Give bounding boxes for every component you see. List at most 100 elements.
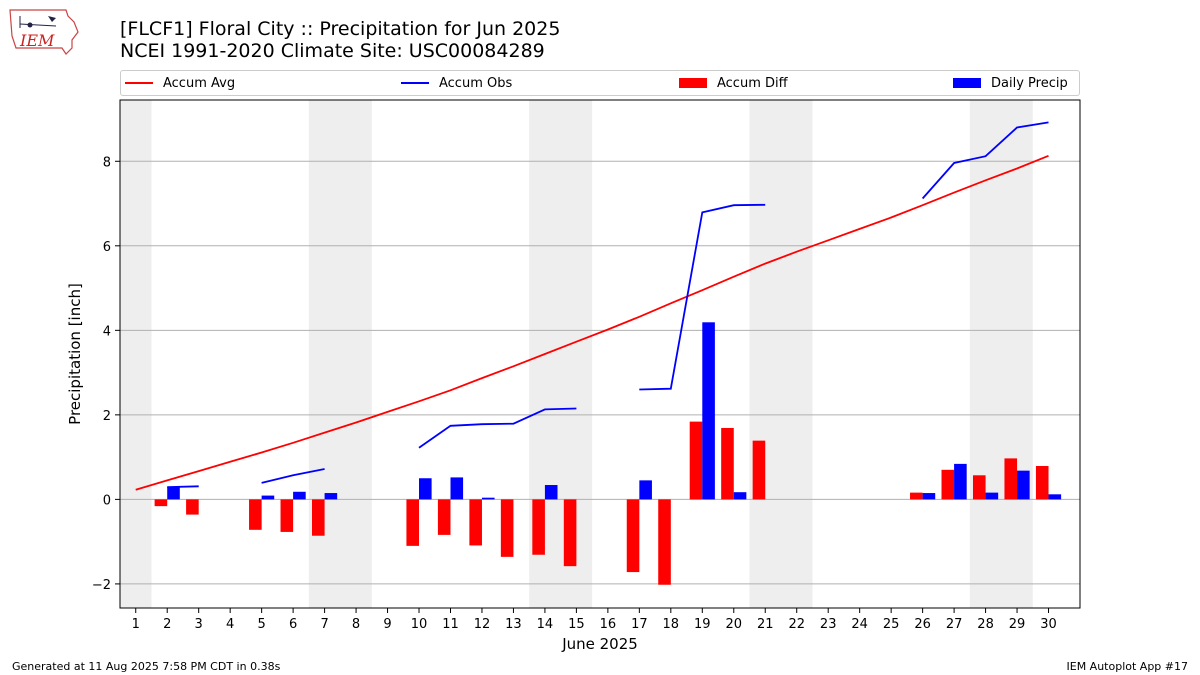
legend-label-accum-diff: Accum Diff [717,75,788,91]
legend-label-daily-precip: Daily Precip [991,75,1068,91]
daily-precip-bar-27 [954,463,967,500]
accum-diff-bar-3 [186,499,199,515]
accum-diff-bar-27 [941,469,955,500]
legend-item-accum-avg: Accum Avg [125,71,235,95]
y-tick-label--2: −2 [92,578,111,593]
x-axis-ticks: 1 2 3 4 5 6 7 8 9 10 11 12 13 14 15 16 17 18 19 20 21 22 23 24 2… [132,608,1057,632]
y-tick-label-8: 8 [103,155,111,170]
x-tick-label-5: 5 [257,617,265,632]
accum-diff-bar-14 [532,499,545,555]
x-tick-label-30: 30 [1040,617,1057,632]
x-tick-label-15: 15 [568,617,585,632]
y-axis-ticks: −2 0 2 4 6 8 [92,155,120,593]
chart-subtitle: NCEI 1991-2020 Climate Site: USC00084289 [120,40,545,62]
accum-diff-bar-12 [469,499,482,546]
x-tick-label-20: 20 [725,617,742,632]
plot-frame [119,99,1081,609]
legend-swatch-accum-avg [125,82,153,84]
accum-diff-bar-5 [249,499,262,530]
x-tick-label-8: 8 [352,617,360,632]
x-tick-label-22: 22 [788,617,805,632]
daily-precip-bar-6 [293,491,306,500]
accum-diff-bar-19 [689,421,703,500]
x-tick-label-21: 21 [757,617,774,632]
weekend-shade-28 [969,100,1033,608]
x-tick-label-12: 12 [474,617,491,632]
y-tick-label-4: 4 [103,324,111,339]
accum-diff-bar-18 [658,499,671,585]
accum-diff-bar-28 [972,475,986,500]
y-gridlines [120,160,1080,585]
daily-precip-bar-17 [639,480,652,500]
daily-precip-bar-10 [419,478,432,500]
accum-diff-bar-30 [1035,465,1049,500]
accum-diff-bar-11 [437,499,451,535]
x-tick-label-18: 18 [663,617,680,632]
legend-swatch-daily-precip [953,78,981,88]
accum-diff-bar-10 [406,499,420,546]
footer-app: IEM Autoplot App #17 [1066,660,1189,673]
x-tick-label-16: 16 [600,617,617,632]
legend-swatch-accum-diff [679,78,707,88]
legend-item-accum-diff: Accum Diff [679,71,788,95]
x-tick-label-10: 10 [411,617,428,632]
y-axis-label: Precipitation [inch] [66,283,84,425]
x-tick-label-1: 1 [132,617,140,632]
legend: Accum Avg Accum Obs Accum Diff Daily Pre… [120,70,1080,96]
x-axis-label: June 2025 [561,635,638,653]
accum-diff-bar-29 [1004,458,1018,500]
legend-label-accum-avg: Accum Avg [163,75,236,91]
x-tick-label-9: 9 [383,617,391,632]
daily-precip-bar-28 [985,492,999,500]
bars-layer [154,322,1062,585]
accum-diff-bar-20 [721,427,734,500]
accum-diff-bar-7 [312,499,325,536]
x-tick-label-17: 17 [631,617,648,632]
y-tick-label-6: 6 [103,240,111,255]
accum-obs-line-segment-2 [418,407,577,449]
x-tick-label-6: 6 [289,617,297,632]
accum-diff-bar-6 [280,499,294,532]
x-tick-label-3: 3 [195,617,203,632]
x-tick-label-2: 2 [163,617,171,632]
accum-obs-line-segment-1 [261,468,325,484]
weekend-shade-1 [120,100,152,608]
footer-generated: Generated at 11 Aug 2025 7:58 PM CDT in … [12,660,281,673]
chart-title: [FLCF1] Floral City :: Precipitation for… [120,18,561,40]
accum-diff-bar-21 [752,440,766,500]
daily-precip-bar-14 [544,485,558,500]
x-tick-label-11: 11 [442,617,459,632]
daily-precip-bar-7 [324,493,338,500]
x-tick-label-19: 19 [694,617,711,632]
accum-diff-bar-15 [563,499,577,567]
legend-item-accum-obs: Accum Obs [401,71,512,95]
legend-swatch-accum-obs [401,82,429,84]
daily-precip-bar-11 [450,477,464,500]
daily-precip-bar-12 [481,497,495,500]
accum-avg-line-segment-0 [135,154,1049,491]
svg-text:IEM: IEM [19,31,55,50]
daily-precip-bar-19 [702,322,715,500]
x-tick-label-4: 4 [226,617,234,632]
x-tick-label-24: 24 [851,617,868,632]
daily-precip-bar-26 [922,493,936,500]
daily-precip-bar-5 [261,495,275,500]
y-tick-label-2: 2 [103,409,111,424]
accum-obs-line-segment-3 [639,203,766,391]
iem-logo: IEM [8,6,80,58]
x-tick-label-29: 29 [1009,617,1026,632]
x-tick-label-13: 13 [505,617,522,632]
x-tick-label-14: 14 [537,617,554,632]
accum-diff-bar-26 [910,492,923,500]
legend-item-daily-precip: Daily Precip [953,71,1068,95]
daily-precip-bar-29 [1017,470,1030,500]
x-tick-label-26: 26 [914,617,931,632]
x-tick-label-7: 7 [320,617,328,632]
weekend-shade-21 [749,100,813,608]
x-tick-label-28: 28 [977,617,994,632]
accum-obs-line-segment-0 [167,485,199,488]
x-tick-label-23: 23 [820,617,837,632]
daily-precip-bar-30 [1048,494,1062,500]
weekend-shading [120,100,1033,608]
